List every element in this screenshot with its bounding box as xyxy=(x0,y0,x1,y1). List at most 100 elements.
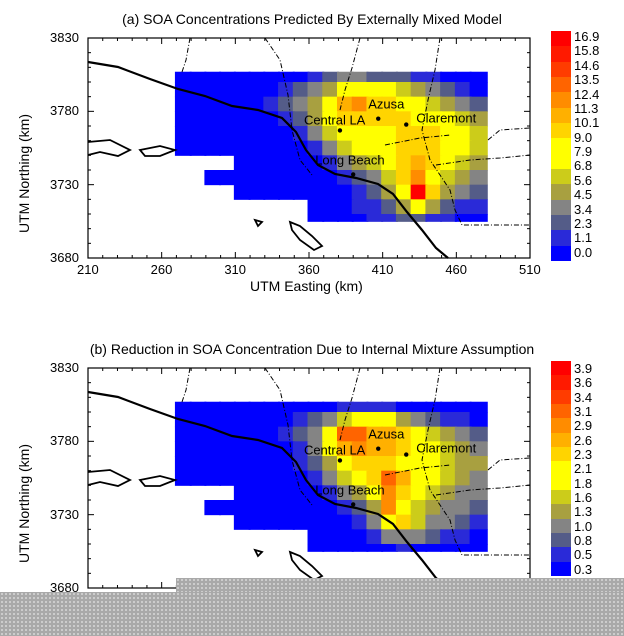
heatmap-cell xyxy=(469,500,488,516)
heatmap-cell xyxy=(307,199,325,215)
colorbar-label: 0.5 xyxy=(574,547,593,563)
heatmap-cell xyxy=(410,155,428,171)
y-tick-label: 3830 xyxy=(50,30,79,45)
heatmap-cell xyxy=(336,184,354,200)
city-marker xyxy=(337,458,343,463)
heatmap-cell xyxy=(425,529,443,545)
heatmap-cell xyxy=(278,470,295,486)
colorbar-swatch xyxy=(551,447,571,462)
heatmap-cell xyxy=(233,441,251,457)
heatmap-cell xyxy=(454,529,472,545)
heatmap-cell xyxy=(278,500,295,516)
heatmap-cell xyxy=(366,470,384,486)
heatmap-cell xyxy=(336,441,354,457)
heatmap-cell xyxy=(440,529,457,545)
heatmap-cell xyxy=(263,96,281,112)
heatmap-cell xyxy=(204,140,222,156)
heatmap-cell xyxy=(233,126,251,142)
city-marker xyxy=(376,446,381,451)
colorbar-label: 1.6 xyxy=(574,490,593,505)
heatmap-cell xyxy=(219,441,236,457)
colorbar-label: 1.0 xyxy=(574,518,593,534)
heatmap-cell xyxy=(189,96,207,112)
heatmap-cell xyxy=(219,401,236,413)
heatmap-cell xyxy=(248,485,266,501)
heatmap-cell xyxy=(233,401,251,413)
heatmap-cell xyxy=(219,111,236,127)
heatmap-cell xyxy=(366,412,384,428)
heatmap-cell xyxy=(233,82,251,98)
y-axis-label: UTM Northing (km) xyxy=(16,113,32,233)
heatmap-cell xyxy=(410,140,428,156)
heatmap-cell xyxy=(454,82,472,98)
heatmap-cell xyxy=(454,170,472,186)
heatmap-cell xyxy=(454,470,472,486)
x-axis-label: UTM Easting (km) xyxy=(250,278,363,294)
heatmap-cell xyxy=(322,529,339,545)
colorbar-label: 1.8 xyxy=(574,475,593,491)
colorbar-swatch xyxy=(551,61,571,78)
colorbar-label: 0.8 xyxy=(574,533,593,548)
heatmap-cell xyxy=(204,111,222,127)
heatmap-cell xyxy=(454,214,472,222)
heatmap-cell xyxy=(204,71,222,83)
heatmap-cell xyxy=(278,456,295,472)
heatmap-cell xyxy=(263,514,281,530)
colorbar-label: 2.6 xyxy=(574,432,593,448)
heatmap-cell xyxy=(263,456,281,472)
colorbar-label: 7.9 xyxy=(574,144,593,159)
heatmap-cell xyxy=(336,529,354,545)
city-marker xyxy=(351,172,356,177)
heatmap-cell xyxy=(307,441,325,457)
heatmap-cell xyxy=(454,140,472,156)
heatmap-cell xyxy=(278,82,295,98)
heatmap-cell xyxy=(292,514,310,530)
heatmap-cell xyxy=(307,426,325,442)
heatmap-cell xyxy=(248,126,266,142)
heatmap-cell xyxy=(469,412,488,428)
heatmap-cell xyxy=(292,412,310,428)
heatmap-cell xyxy=(425,500,443,516)
heatmap-cell xyxy=(366,184,384,200)
heatmap-cell xyxy=(263,184,281,200)
y-tick-label: 3680 xyxy=(50,250,79,265)
heatmap-cell xyxy=(336,485,354,501)
heatmap-cell xyxy=(336,500,354,516)
heatmap-cell xyxy=(366,529,384,545)
heatmap-cell xyxy=(366,426,384,442)
colorbar-swatch xyxy=(551,547,571,563)
heatmap-cell xyxy=(381,214,398,222)
colorbar-label: 5.6 xyxy=(574,172,593,188)
heatmap-cell xyxy=(410,199,428,215)
colorbar-label: 0.3 xyxy=(574,561,593,577)
heatmap-cell xyxy=(204,82,222,98)
heatmap-cell xyxy=(189,456,207,472)
heatmap-cell xyxy=(366,82,384,98)
panel-title: (a) SOA Concentrations Predicted By Exte… xyxy=(122,11,502,27)
heatmap-cell xyxy=(395,155,413,171)
colorbar-swatch xyxy=(551,169,571,185)
heatmap-cell xyxy=(233,514,251,530)
x-tick-label: 310 xyxy=(224,262,247,277)
heatmap-cell xyxy=(440,401,457,413)
heatmap-cell xyxy=(425,470,443,486)
heatmap-cell xyxy=(233,456,251,472)
colorbar-swatch xyxy=(551,31,571,47)
heatmap-cell xyxy=(174,426,192,442)
heatmap-cell xyxy=(454,544,472,552)
heatmap-cell xyxy=(336,71,354,83)
heatmap-cell xyxy=(351,199,369,215)
x-tick-label: 410 xyxy=(371,262,394,277)
heatmap-cell xyxy=(454,500,472,516)
heatmap-cell xyxy=(248,514,266,530)
heatmap-cell xyxy=(381,170,398,186)
heatmap-cell xyxy=(351,71,369,83)
heatmap-cell xyxy=(322,401,339,413)
heatmap-cell xyxy=(469,485,488,501)
heatmap-cell xyxy=(336,514,354,530)
heatmap-cell xyxy=(292,71,310,83)
heatmap-cell xyxy=(381,485,398,501)
colorbar-swatch xyxy=(551,404,571,419)
colorbar-label: 3.4 xyxy=(574,389,593,405)
colorbar-label: 10.1 xyxy=(574,115,600,131)
